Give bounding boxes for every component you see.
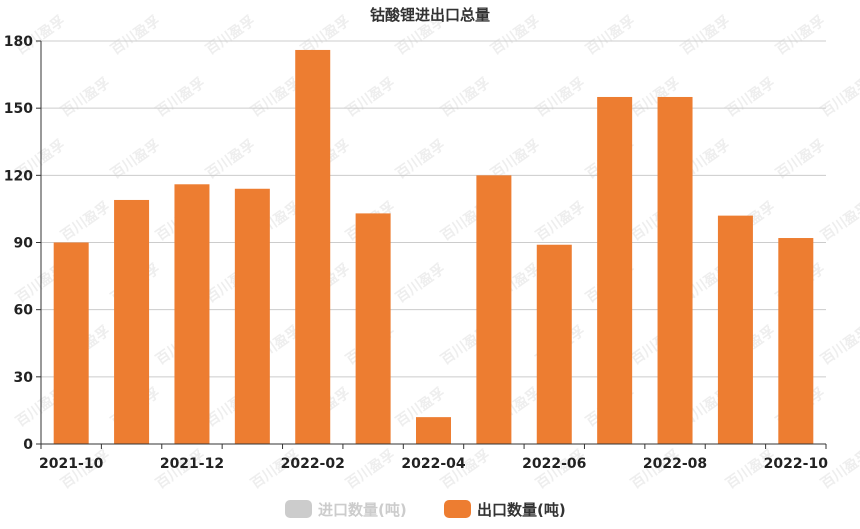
watermark-mark: 百川盈孚 [678, 12, 734, 58]
bar-2022-03 [355, 213, 391, 444]
bar-2022-06 [536, 244, 572, 444]
bar-2021-11 [114, 199, 150, 444]
watermark-mark: 百川盈孚 [818, 322, 860, 368]
bar-2021-10 [53, 242, 89, 444]
watermark-mark: 百川盈孚 [533, 74, 589, 120]
watermark-mark: 百川盈孚 [393, 260, 449, 306]
y-tick-label: 90 [14, 236, 34, 252]
watermark-mark: 百川盈孚 [343, 74, 399, 120]
legend-swatch [285, 500, 312, 518]
bar-2022-10 [778, 238, 814, 444]
watermark-mark: 百川盈孚 [488, 12, 544, 58]
x-tick-label: 2022-02 [281, 456, 345, 472]
gridlines [41, 40, 826, 378]
y-tick-label: 180 [4, 34, 33, 50]
x-axis-ticks: 2021-10 2021-12 2022-02 2022-04 2022-06 2022-… [39, 444, 828, 472]
watermark-mark: 百川盈孚 [438, 74, 494, 120]
x-tick-label: 2022-08 [643, 456, 707, 472]
x-tick-label: 2021-10 [39, 456, 104, 472]
bar-2022-04 [416, 417, 451, 444]
bar-2022-08 [657, 96, 693, 444]
y-tick-label: 30 [14, 370, 34, 386]
watermark-mark: 百川盈孚 [248, 74, 304, 120]
watermark-mark: 百川盈孚 [153, 74, 209, 120]
watermark-mark: 百川盈孚 [818, 74, 860, 120]
watermark-mark: 百川盈孚 [818, 198, 860, 244]
watermark-mark: 百川盈孚 [723, 74, 779, 120]
bar-2022-01 [234, 188, 270, 444]
bar-2022-07 [597, 96, 633, 444]
x-tick-label: 2022-10 [764, 456, 829, 472]
y-tick-label: 0 [23, 437, 33, 453]
legend-swatch [444, 500, 471, 518]
legend-item-import[interactable]: 进口数量(吨) [285, 500, 407, 519]
x-tick-label: 2022-04 [401, 456, 466, 472]
y-axis-ticks: 0 30 60 90 120 150 180 [4, 34, 41, 453]
watermark-mark: 百川盈孚 [58, 74, 114, 120]
y-tick-label: 150 [4, 101, 33, 117]
y-tick-label: 60 [14, 303, 34, 319]
bar-2022-09 [717, 215, 753, 444]
bar-2022-05 [476, 175, 512, 445]
bar-2022-02 [295, 49, 331, 444]
watermark-mark: 百川盈孚 [533, 198, 589, 244]
bars [53, 49, 814, 445]
axes [40, 41, 826, 445]
watermark-mark: 百川盈孚 [773, 12, 829, 58]
watermark-mark: 百川盈孚 [203, 12, 259, 58]
legend-label: 进口数量(吨) [318, 501, 407, 519]
chart-title: 钴酸锂进出口总量 [370, 6, 490, 24]
legend-label: 出口数量(吨) [477, 501, 566, 519]
bar-2021-12 [174, 184, 210, 445]
watermark-mark: 百川盈孚 [58, 198, 114, 244]
legend[interactable]: 进口数量(吨) 出口数量(吨) [285, 500, 566, 519]
x-tick-label: 2021-12 [160, 456, 224, 472]
watermark-mark: 百川盈孚 [343, 446, 399, 492]
watermark-mark: 百川盈孚 [108, 12, 164, 58]
y-tick-label: 120 [4, 168, 33, 184]
legend-item-export[interactable]: 出口数量(吨) [444, 500, 566, 519]
x-tick-label: 2022-06 [522, 456, 586, 472]
watermark-mark: 百川盈孚 [583, 12, 639, 58]
